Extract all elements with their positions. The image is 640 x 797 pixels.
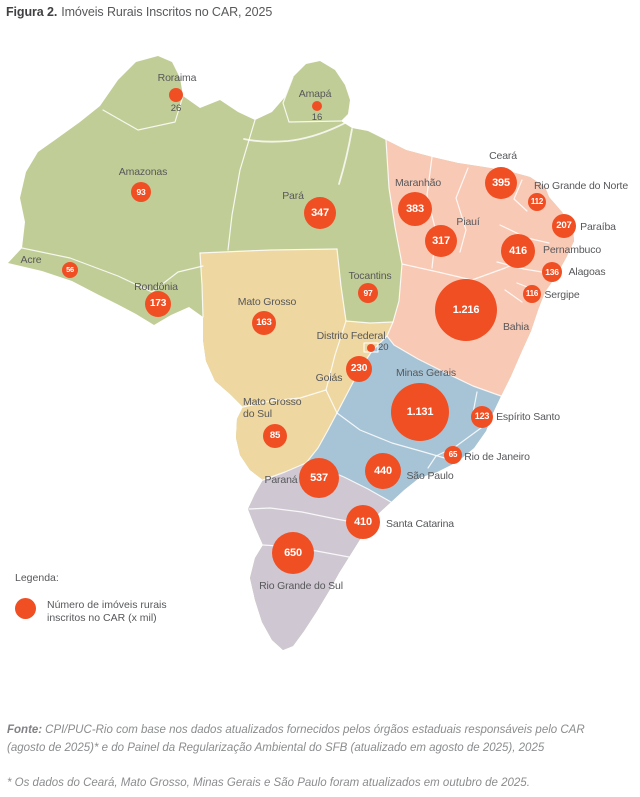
state-bubble-sergipe: 116: [523, 285, 541, 303]
state-bubble-paraiba: 207: [552, 214, 576, 238]
state-label-sao-paulo: São Paulo: [406, 470, 454, 482]
source-text: CPI/PUC-Rio com base nos dados atualizad…: [45, 724, 585, 736]
state-label-rio-grande-do-norte: Rio Grande do Norte: [533, 180, 629, 192]
state-label-paraiba: Paraíba: [580, 221, 616, 233]
state-bubble-espirito-santo: 123: [471, 406, 493, 428]
state-label-amazonas: Amazonas: [118, 166, 168, 178]
tocantins-river-line: [338, 128, 353, 185]
state-bubble-minas-gerais: 1.131: [391, 383, 449, 441]
state-bubble-value-amapa: 16: [311, 112, 323, 123]
figure-title: Figura 2. Imóveis Rurais Inscritos no CAR…: [6, 5, 272, 19]
legend-row: Número de imóveis rurais inscritos no CA…: [15, 598, 167, 625]
state-label-sergipe: Sergipe: [544, 289, 580, 301]
state-bubble-rio-grande-do-norte: 112: [528, 193, 546, 211]
state-bubble-rondonia: 173: [145, 291, 171, 317]
state-bubble-acre: 56: [62, 262, 78, 278]
state-label-minas-gerais: Minas Gerais: [395, 367, 457, 379]
legend-label: Número de imóveis rurais inscritos no CA…: [47, 598, 167, 625]
source-label: Fonte:: [7, 724, 43, 736]
state-label-espirito-santo: Espírito Santo: [496, 411, 560, 423]
legend-bubble-icon: [15, 598, 36, 619]
state-label-parana: Paraná: [264, 474, 298, 486]
legend-label-line1: Número de imóveis rurais: [47, 599, 167, 611]
state-bubble-goias: 230: [346, 356, 372, 382]
state-bubble-amazonas: 93: [131, 182, 151, 202]
state-bubble-rio-de-janeiro: 65: [444, 446, 462, 464]
state-bubble-amapa: [312, 101, 322, 111]
state-bubble-bahia: 1.216: [435, 279, 497, 341]
state-label-rio-grande-do-sul: Rio Grande do Sul: [259, 580, 343, 592]
state-label-piaui: Piauí: [456, 216, 480, 228]
state-bubble-mato-grosso: 163: [252, 311, 276, 335]
state-bubble-para: 347: [304, 197, 336, 229]
state-bubble-parana: 537: [299, 458, 339, 498]
source-note-line2: (agosto de 2025)* e do Painel da Regular…: [7, 741, 545, 754]
state-label-amapa: Amapá: [298, 88, 332, 100]
amazon-river-line: [243, 121, 348, 143]
state-label-para: Pará: [282, 190, 304, 202]
footnote: * Os dados do Ceará, Mato Grosso, Minas …: [7, 776, 530, 789]
state-bubble-alagoas: 136: [542, 262, 562, 282]
figure-footer: Fonte: CPI/PUC-Rio com base nos dados atu…: [7, 722, 633, 792]
legend-heading: Legenda:: [15, 572, 59, 584]
legend-label-line2: inscritos no CAR (x mil): [47, 612, 157, 624]
state-bubble-maranhao: 383: [398, 192, 432, 226]
state-bubble-value-roraima: 26: [170, 103, 182, 114]
state-label-acre: Acre: [20, 254, 42, 266]
figure-number: Figura 2.: [6, 5, 58, 19]
state-bubble-piaui: 317: [425, 225, 457, 257]
source-note-line1: Fonte: CPI/PUC-Rio com base nos dados atu…: [7, 722, 633, 740]
state-bubble-distrito-federal: [367, 344, 375, 352]
state-bubble-rio-grande-do-sul: 650: [272, 532, 314, 574]
state-label-rondonia: Rondônia: [134, 281, 178, 293]
state-bubble-value-distrito-federal: 20: [378, 342, 389, 353]
state-label-bahia: Bahia: [502, 321, 530, 333]
state-label-roraima: Roraima: [157, 72, 197, 84]
state-label-santa-catarina: Santa Catarina: [386, 518, 454, 530]
region-centro-oeste-shape: [200, 249, 393, 480]
state-label-maranhao: Maranhão: [394, 177, 442, 189]
state-bubble-roraima: [169, 88, 183, 102]
state-label-ceara: Ceará: [489, 150, 517, 162]
state-bubble-mato-grosso-do-sul: 85: [263, 424, 287, 448]
state-label-goias: Goiás: [315, 372, 343, 384]
state-label-rio-de-janeiro: Rio de Janeiro: [464, 451, 530, 463]
state-label-mato-grosso: Mato Grosso: [237, 296, 297, 308]
state-label-distrito-federal: Distrito Federal: [316, 330, 386, 342]
region-nordeste-shape: [386, 140, 574, 396]
figure-title-text: Imóveis Rurais Inscritos no CAR, 2025: [61, 5, 273, 19]
legend: Legenda: Número de imóveis rurais inscri…: [15, 572, 167, 625]
river-lines: [243, 121, 353, 185]
state-bubble-sao-paulo: 440: [365, 453, 401, 489]
state-bubble-pernambuco: 416: [501, 234, 535, 268]
state-bubble-tocantins: 97: [358, 283, 378, 303]
state-label-alagoas: Alagoas: [568, 266, 606, 278]
state-bubble-ceara: 395: [485, 167, 517, 199]
state-label-tocantins: Tocantins: [348, 270, 392, 282]
state-label-mato-grosso-do-sul: Mato Grosso do Sul: [243, 396, 302, 421]
state-label-pernambuco: Pernambuco: [542, 244, 602, 256]
state-bubble-santa-catarina: 410: [346, 505, 380, 539]
